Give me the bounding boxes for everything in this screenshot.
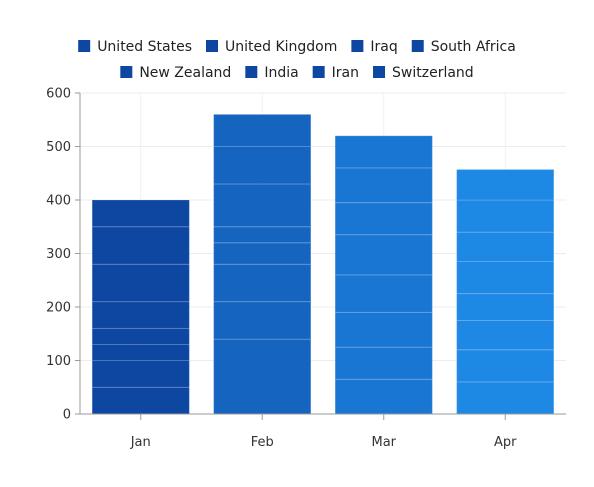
legend-label: Iran [332, 65, 359, 81]
legend-marker [351, 40, 364, 52]
bar-segment-mar-new-zealand[interactable] [334, 234, 433, 276]
axes-layer: 0 100 200 300 400 500 600 Jan Feb Mar Apr [46, 87, 566, 450]
bar-segment-feb-iraq[interactable] [213, 263, 312, 303]
legend-marker [120, 66, 133, 78]
legend-marker [312, 66, 325, 78]
bar-segment-feb-iran[interactable] [213, 146, 312, 185]
x-tick-label: Apr [494, 435, 517, 450]
legend: United States United Kingdom Iraq South Afr… [78, 39, 516, 81]
legend-item-india[interactable]: India [245, 65, 299, 81]
bar-segment-mar-iran[interactable] [334, 167, 433, 204]
bar-segment-mar-iraq[interactable] [334, 311, 433, 348]
legend-item-iran[interactable]: Iran [312, 65, 359, 81]
bar-segment-feb-united-states[interactable] [213, 338, 312, 415]
bar-segment-mar-united-kingdom[interactable] [334, 346, 433, 380]
legend-label: India [264, 65, 298, 81]
bar-segment-apr-switzerland[interactable] [456, 169, 555, 201]
bar-segment-feb-south-africa[interactable] [213, 242, 312, 265]
bar-segment-apr-south-africa[interactable] [456, 293, 555, 321]
bar-segment-apr-united-states[interactable] [456, 381, 555, 415]
legend-label: New Zealand [139, 65, 231, 81]
bar-segment-mar-south-africa[interactable] [334, 274, 433, 313]
legend-label: Switzerland [392, 65, 474, 81]
bar-segment-feb-new-zealand[interactable] [213, 226, 312, 244]
y-tick-label: 600 [46, 87, 71, 102]
legend-item-new-zealand[interactable]: New Zealand [120, 65, 231, 81]
x-tick-label: Feb [251, 435, 274, 450]
x-tick-label: Jan [130, 435, 151, 450]
bar-segment-jan-united-kingdom[interactable] [91, 360, 190, 388]
y-tick-label: 200 [46, 301, 71, 316]
bar-segment-jan-india[interactable] [91, 263, 190, 303]
y-tick-label: 400 [46, 194, 71, 209]
bar-segment-apr-iran[interactable] [456, 199, 555, 233]
bar-segment-apr-united-kingdom[interactable] [456, 349, 555, 383]
bar-segment-jan-iran[interactable] [91, 226, 190, 265]
legend-marker [78, 40, 91, 52]
bar-segment-feb-switzerland[interactable] [213, 113, 312, 147]
legend-label: South Africa [431, 39, 516, 55]
bar-segment-jan-new-zealand[interactable] [91, 301, 190, 329]
bar-segment-jan-south-africa[interactable] [91, 327, 190, 345]
legend-item-south-africa[interactable]: South Africa [411, 39, 516, 55]
x-tick-label: Mar [371, 435, 396, 450]
y-tick-label: 300 [46, 247, 71, 262]
legend-marker [373, 66, 386, 78]
bar-segment-jan-united-states[interactable] [91, 386, 190, 415]
legend-label: United Kingdom [225, 39, 337, 55]
bar-segment-apr-new-zealand[interactable] [456, 261, 555, 295]
legend-item-switzerland[interactable]: Switzerland [373, 65, 474, 81]
bar-segment-mar-india[interactable] [334, 202, 433, 236]
bar-segment-mar-united-states[interactable] [334, 378, 433, 415]
legend-marker [206, 40, 218, 52]
bars-layer [91, 113, 555, 415]
bar-segment-apr-india[interactable] [456, 231, 555, 263]
bar-segment-apr-iraq[interactable] [456, 319, 555, 351]
legend-item-iraq[interactable]: Iraq [351, 39, 398, 55]
bar-segment-mar-switzerland[interactable] [334, 135, 433, 169]
legend-item-united-states[interactable]: United States [78, 39, 192, 55]
bar-segment-feb-india[interactable] [213, 183, 312, 228]
bar-segment-jan-iraq[interactable] [91, 343, 190, 362]
legend-label: Iraq [370, 39, 397, 55]
y-tick-label: 100 [46, 354, 71, 369]
bar-segment-jan-switzerland[interactable] [91, 199, 190, 228]
legend-item-united-kingdom[interactable]: United Kingdom [206, 39, 337, 55]
legend-label: United States [97, 39, 192, 55]
bar-segment-feb-united-kingdom[interactable] [213, 301, 312, 340]
y-tick-label: 0 [63, 408, 71, 423]
y-tick-label: 500 [46, 140, 71, 155]
legend-marker [411, 40, 424, 52]
legend-marker [245, 66, 258, 78]
